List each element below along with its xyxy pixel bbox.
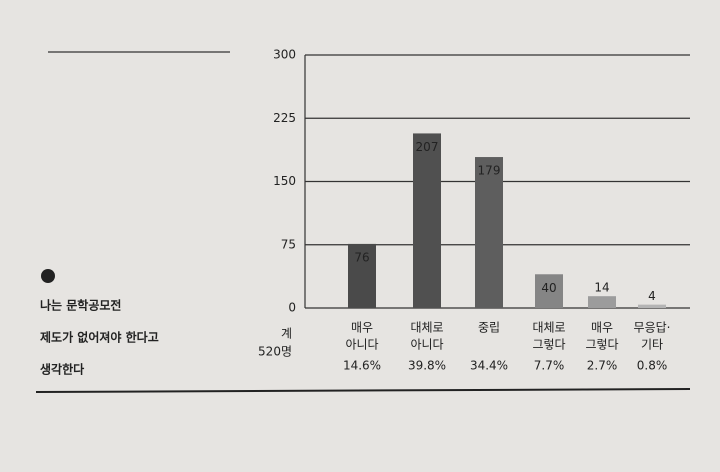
y-tick-label: 75 [281, 237, 296, 251]
x-tick-label: 무응답· [634, 321, 671, 335]
title-line: 제도가 없어져야 한다고 [40, 330, 159, 345]
bar [475, 157, 503, 308]
title-line: 나는 문학공모전 [40, 298, 121, 313]
percent-label: 39.8% [408, 359, 446, 373]
x-tick-label: 대체로 [532, 321, 565, 335]
percent-label: 34.4% [470, 359, 508, 373]
percent-label: 7.7% [534, 359, 565, 373]
y-tick-label: 300 [273, 48, 296, 62]
value-label: 179 [478, 164, 501, 178]
value-label: 40 [541, 281, 556, 295]
x-tick-label: 그렇다 [585, 337, 618, 352]
total-label: 계 [281, 327, 292, 341]
title-line: 생각한다 [40, 362, 84, 377]
bullet [41, 269, 55, 283]
x-tick-label: 아니다 [345, 338, 378, 352]
value-label: 76 [354, 250, 369, 264]
x-tick-label: 그렇다 [532, 337, 565, 352]
x-tick-label: 대체로 [410, 321, 443, 335]
value-label: 14 [594, 281, 609, 295]
x-tick-label: 아니다 [410, 338, 443, 352]
percent-label: 14.6% [343, 359, 381, 373]
percent-label: 2.7% [587, 359, 618, 373]
percent-label: 0.8% [637, 359, 668, 373]
x-tick-label: 중립 [478, 321, 500, 335]
x-tick-label: 매우 [591, 321, 613, 335]
baseline-rule [35, 388, 691, 393]
y-tick-label: 0 [288, 301, 296, 315]
bar [638, 304, 666, 308]
value-label: 207 [416, 140, 439, 154]
bar [413, 133, 441, 308]
x-tick-label: 기타 [641, 338, 663, 352]
bar [348, 243, 376, 308]
x-tick-label: 매우 [351, 321, 373, 335]
value-label: 4 [648, 289, 656, 303]
bar [535, 274, 563, 308]
y-tick-label: 150 [273, 174, 296, 188]
bar [588, 296, 616, 308]
y-tick-label: 225 [273, 111, 296, 125]
total-label: 520명 [258, 345, 292, 359]
